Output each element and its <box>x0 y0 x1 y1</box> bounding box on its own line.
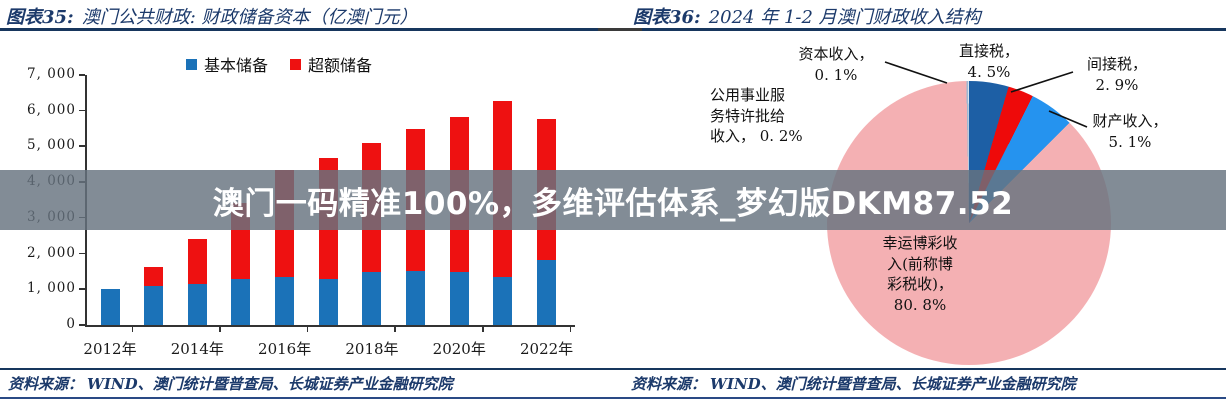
bar-basic-reserve <box>275 276 295 325</box>
watermark-overlay: 澳门一码精准100%，多维评估体系_梦幻版DKM87.52 <box>0 170 1226 230</box>
legend-label-excess-reserve: 超额储备 <box>308 56 373 75</box>
y-tick-mark <box>79 252 85 255</box>
bar-basic-reserve <box>537 260 557 325</box>
pie-label-property-income: 财产收入， 5. 1% <box>1092 112 1168 151</box>
bar-basic-reserve <box>318 279 338 325</box>
x-tick-mark <box>219 326 221 332</box>
watermark-text: 澳门一码精准100%，多维评估体系_梦幻版DKM87.52 <box>212 185 1014 222</box>
x-tick-mark <box>131 326 134 332</box>
y-tick-mark <box>79 109 85 112</box>
bar-excess-reserve <box>187 238 207 285</box>
bar-basic-reserve <box>187 284 207 325</box>
footer-top-divider <box>0 368 1226 370</box>
legend-swatch-excess-reserve <box>290 58 302 70</box>
left-source-label: 资料来源： <box>8 375 84 393</box>
legend-item-excess-reserve: 超额储备 <box>290 52 372 76</box>
legend-label-basic-reserve: 基本储备 <box>204 56 269 75</box>
bar-basic-reserve <box>406 271 426 325</box>
y-tick-label: 2, 000 <box>27 244 76 261</box>
x-tick-mark <box>482 326 484 332</box>
y-tick-mark <box>79 288 85 290</box>
footer-bottom-border <box>0 397 1226 399</box>
leader-line-capital-income <box>884 61 948 84</box>
pie-label-utility-concession-income: 公用事业服 务特许批给 收入， 0. 2% <box>710 86 803 146</box>
right-figure-title: 图表36: 2024 年 1-2 月澳门财政收入结构 <box>633 3 981 29</box>
pie-label-indirect-tax: 间接税， 2. 9% <box>1086 55 1147 94</box>
y-tick-label: 5, 000 <box>27 137 76 154</box>
leader-line-indirect-tax <box>1010 71 1074 93</box>
y-tick-label: 6, 000 <box>27 101 76 118</box>
left-source-text: WIND、澳门统计暨普查局、长城证券产业金融研究院 <box>87 375 453 393</box>
x-tick-mark <box>306 326 309 332</box>
left-figure-title-text: 澳门公共财政: 财政储备资本（亿澳门元） <box>81 7 418 28</box>
right-figure-number: 图表36: <box>633 7 701 28</box>
left-figure-title: 图表35: 澳门公共财政: 财政储备资本（亿澳门元） <box>6 3 418 29</box>
bar-basic-reserve <box>100 289 120 325</box>
y-tick-label: 0 <box>66 316 76 332</box>
bar-basic-reserve <box>493 276 513 325</box>
x-tick-mark <box>394 326 396 332</box>
leader-line-property-income <box>1048 110 1088 128</box>
pie-label-capital-income: 资本收入， 0. 1% <box>798 45 874 84</box>
right-source-text: WIND、澳门统计暨普查局、长城证券产业金融研究院 <box>710 375 1076 393</box>
right-source-label: 资料来源： <box>631 375 707 393</box>
x-tick-mark <box>569 326 572 332</box>
left-figure-number: 图表35: <box>6 7 74 28</box>
legend-item-basic-reserve: 基本储备 <box>186 52 268 76</box>
y-tick-label: 7, 000 <box>27 66 76 82</box>
right-source-note: 资料来源： WIND、澳门统计暨普查局、长城证券产业金融研究院 <box>631 373 1076 395</box>
left-source-note: 资料来源： WIND、澳门统计暨普查局、长城证券产业金融研究院 <box>8 373 453 395</box>
pie-label-gaming-revenue: 幸运博彩收 入(前称博 彩税收)， 80. 8% <box>882 234 958 315</box>
y-tick-mark <box>79 324 85 326</box>
bar-basic-reserve <box>362 272 382 325</box>
bar-basic-reserve <box>144 286 164 325</box>
x-tick-label: 2016年 <box>258 340 312 358</box>
bar-basic-reserve <box>449 272 469 325</box>
x-tick-label: 2022年 <box>520 340 574 358</box>
x-tick-label: 2012年 <box>83 340 137 358</box>
y-tick-mark <box>79 145 85 147</box>
y-tick-label: 1, 000 <box>27 280 76 297</box>
x-tick-label: 2014年 <box>170 340 224 358</box>
x-tick-label: 2018年 <box>345 340 399 358</box>
bar-basic-reserve <box>231 279 251 325</box>
pie-label-direct-tax: 直接税， 4. 5% <box>958 42 1019 81</box>
x-tick-label: 2020年 <box>432 340 486 358</box>
y-tick-mark <box>79 74 85 76</box>
x-axis-line <box>85 325 575 327</box>
right-figure-title-text: 2024 年 1-2 月澳门财政收入结构 <box>708 7 981 28</box>
legend-swatch-basic-reserve <box>186 58 197 70</box>
title-underline-center-joint <box>598 28 642 31</box>
pie-leader-lines <box>884 61 1088 128</box>
bar-chart-legend: 基本储备 超额储备 <box>186 52 372 76</box>
bar-excess-reserve <box>144 266 164 287</box>
